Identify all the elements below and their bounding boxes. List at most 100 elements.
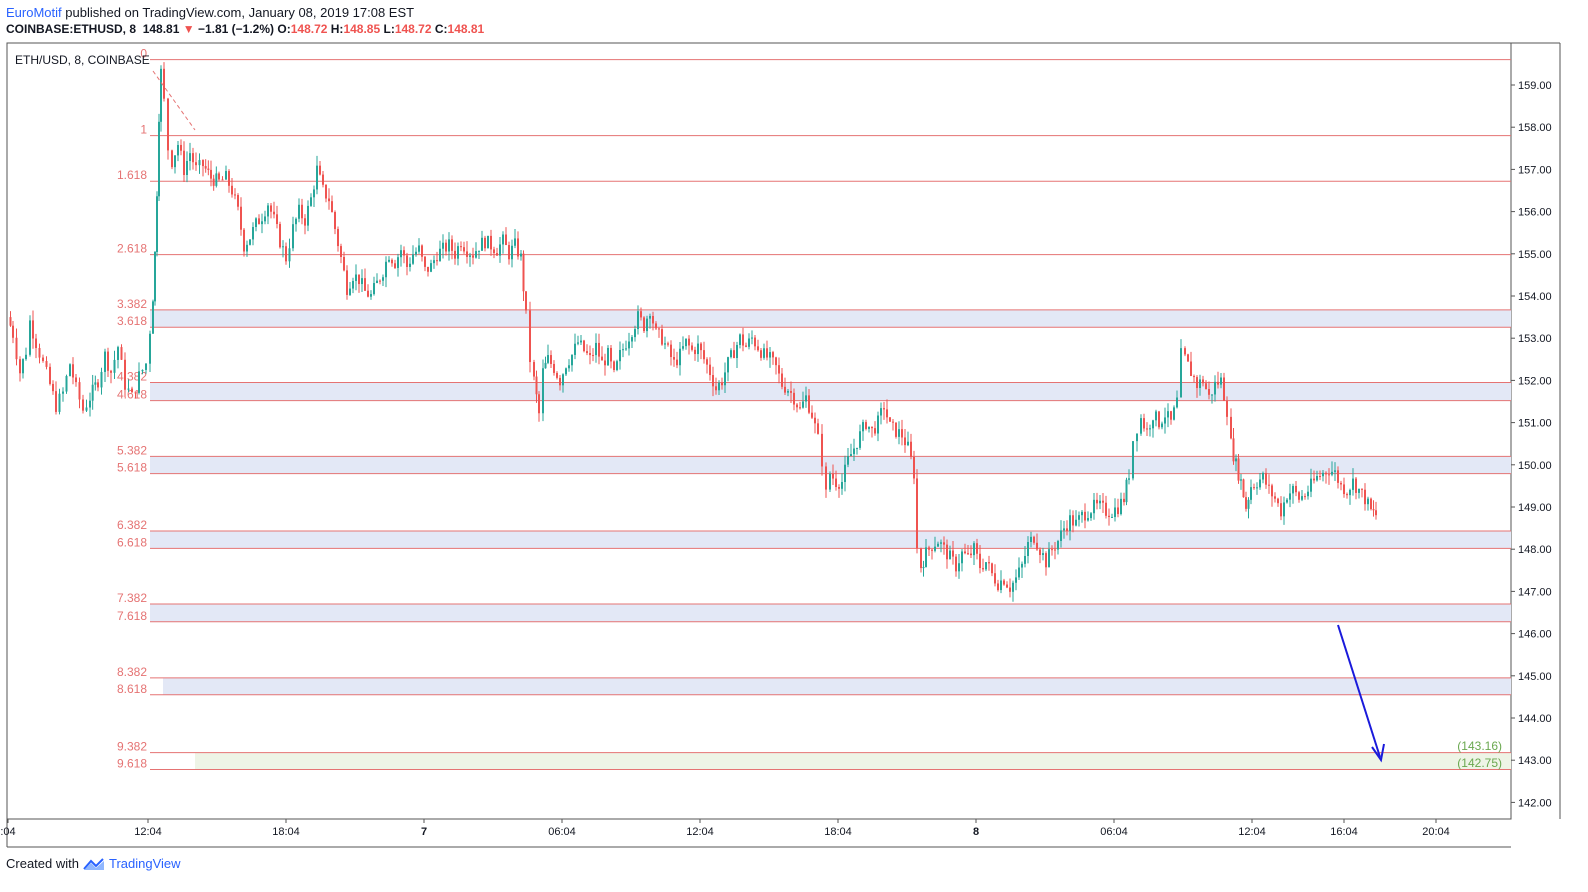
candle-body [1042, 553, 1044, 555]
publish-line: EuroMotif published on TradingView.com, … [6, 5, 414, 20]
candle-body [82, 399, 84, 411]
candle-body [1358, 488, 1360, 493]
candle-body [1208, 389, 1210, 395]
candle-body [313, 189, 315, 198]
published-text: published on TradingView.com, January 08… [65, 5, 415, 20]
candle-body [149, 333, 151, 364]
candle-body [1063, 528, 1065, 531]
candle-body [1274, 496, 1276, 499]
candle-body [1030, 536, 1032, 543]
candle-body [763, 348, 765, 358]
candle-body [697, 343, 699, 355]
candle-body [439, 248, 441, 261]
fib-anchor-line[interactable] [152, 70, 196, 131]
tradingview-brand[interactable]: TradingView [108, 856, 181, 871]
candle-body [940, 542, 942, 544]
candle-body [1018, 567, 1020, 578]
candle-body [1220, 377, 1222, 385]
candle-body [134, 392, 137, 394]
candle-body [334, 212, 336, 230]
candle-body [973, 543, 975, 556]
candle-body [949, 550, 951, 560]
candle-body [865, 422, 867, 429]
candle-body [255, 218, 257, 228]
candle-body [1184, 348, 1186, 355]
candle-body [240, 206, 242, 230]
x-tick-label: 18:04 [824, 826, 852, 838]
candle-body [721, 382, 723, 386]
x-tick-label: :04 [0, 826, 15, 838]
candle-body [1253, 487, 1255, 489]
candle-body [1075, 519, 1077, 526]
candle-body [769, 352, 771, 358]
candle-body [186, 160, 188, 176]
candle-body [406, 255, 408, 267]
candle-body [796, 404, 798, 408]
candle-body [304, 218, 306, 226]
candle-body [925, 547, 927, 567]
candle-body [529, 310, 531, 363]
candle-body [1307, 491, 1309, 497]
candle-body [586, 351, 588, 354]
candle-body [952, 550, 954, 557]
fib-label-5.382: 5.382 [117, 443, 147, 457]
projection-arrow[interactable] [1337, 624, 1385, 763]
fib-label-6.618: 6.618 [117, 535, 147, 549]
candle-body [979, 553, 981, 569]
candle-body [475, 251, 477, 258]
candle-body [994, 573, 996, 584]
candle-body [409, 263, 411, 267]
candle-body [1237, 458, 1240, 481]
candle-body [736, 344, 738, 359]
candle-body [225, 171, 227, 180]
candle-body [1176, 397, 1178, 408]
candle-body [835, 478, 837, 488]
candle-body [613, 361, 615, 370]
author-link[interactable]: EuroMotif [6, 5, 62, 20]
candle-body [604, 360, 606, 366]
candle-body [745, 345, 747, 347]
candle-body [898, 429, 900, 437]
fib-label-5.618: 5.618 [117, 461, 147, 475]
candle-body [562, 374, 564, 386]
candle-body [276, 214, 278, 225]
x-tick-label: 06:04 [1100, 826, 1128, 838]
candle-body [859, 431, 861, 448]
candle-body [12, 325, 14, 338]
symbol: COINBASE:ETHUSD, 8 [6, 22, 137, 36]
candle-body [427, 266, 429, 272]
candle-body [805, 395, 807, 402]
candle-body [1346, 494, 1348, 496]
candle-body [589, 353, 591, 356]
candle-body [1352, 478, 1354, 490]
candle-body [1069, 515, 1071, 532]
candle-body [1256, 487, 1258, 489]
candle-body [376, 280, 378, 284]
candle-body [198, 160, 201, 166]
candle-body [715, 386, 717, 391]
candle-body [1235, 458, 1237, 462]
candle-body [45, 360, 48, 367]
candle-body [110, 370, 112, 373]
candle-body [499, 244, 501, 256]
candle-body [670, 344, 672, 358]
candle-body [688, 338, 690, 346]
y-tick-label: 157.00 [1518, 164, 1552, 176]
candles [9, 62, 1377, 602]
candle-body [580, 340, 582, 343]
time-axis[interactable]: :04 12:04 18:04 7 06:04 12:04 18:04 8 06:04 12:04… [0, 819, 1450, 838]
candle-body [982, 568, 984, 570]
candle-body [808, 395, 810, 413]
candle-body [382, 277, 384, 281]
symbol-line: COINBASE:ETHUSD, 8 148.81 ▼ −1.81 (−1.2%… [6, 22, 484, 36]
candle-body [258, 218, 260, 225]
candle-body [682, 346, 684, 349]
y-tick-label: 147.00 [1518, 586, 1552, 598]
candle-body [1268, 484, 1270, 486]
candle-body [78, 382, 81, 400]
price-axis[interactable]: 159.00 158.00 157.00 156.00 155.00 154.00 153.… [1511, 80, 1552, 809]
fib-zone-4.382 [150, 382, 1511, 401]
candle-body [442, 242, 444, 249]
candle-body [742, 334, 744, 346]
